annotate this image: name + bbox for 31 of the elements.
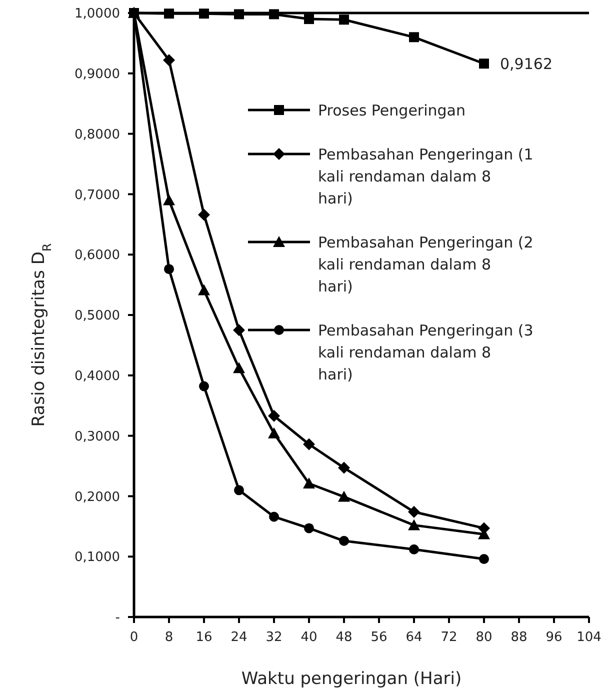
y-tick-label: 0,7000: [74, 188, 120, 203]
y-tick-label: 0,5000: [74, 308, 120, 324]
x-tick-label: 40: [300, 630, 318, 645]
x-tick-label: 88: [510, 630, 528, 645]
y-tick-label: 0,3000: [74, 429, 120, 444]
legend-label: Proses Pengeringan: [318, 101, 466, 120]
x-tick-label: 80: [476, 630, 492, 645]
y-tick-label: 0,8000: [74, 127, 120, 142]
y-tick-label: 0,1000: [74, 550, 120, 566]
y-tick-label: 0,4000: [74, 368, 120, 384]
y-tick-label: -: [115, 610, 120, 626]
x-tick-label: 104: [576, 630, 601, 645]
x-tick-label: 32: [266, 630, 282, 645]
x-tick-label: 56: [370, 630, 388, 645]
y-tick-label: 0,6000: [74, 248, 120, 264]
x-tick-label: 0: [130, 630, 138, 645]
x-tick-label: 16: [196, 630, 212, 645]
x-tick-label: 96: [546, 630, 562, 645]
legend-label: Pembasahan Pengeringan (2 kali rendaman dalam 8 hari): [318, 233, 534, 296]
x-axis-title: Waktu pengeringan (Hari): [241, 669, 462, 689]
annotation: 0,9162: [500, 54, 552, 73]
x-tick-label: 24: [230, 630, 248, 645]
x-tick-label: 48: [336, 630, 352, 645]
y-tick-label: 1,0000: [74, 6, 120, 22]
x-tick-label: 8: [164, 630, 174, 645]
x-tick-label: 72: [440, 630, 458, 645]
legend-label: Pembasahan Pengeringan (3 kali rendaman dalam 8 hari): [318, 321, 534, 384]
x-tick-label: 64: [406, 630, 422, 645]
y-tick-label: 0,2000: [74, 490, 120, 505]
y-tick-label: 0,9000: [74, 66, 120, 82]
legend-label: Pembasahan Pengeringan (1 kali rendaman dalam 8 hari): [318, 145, 534, 208]
